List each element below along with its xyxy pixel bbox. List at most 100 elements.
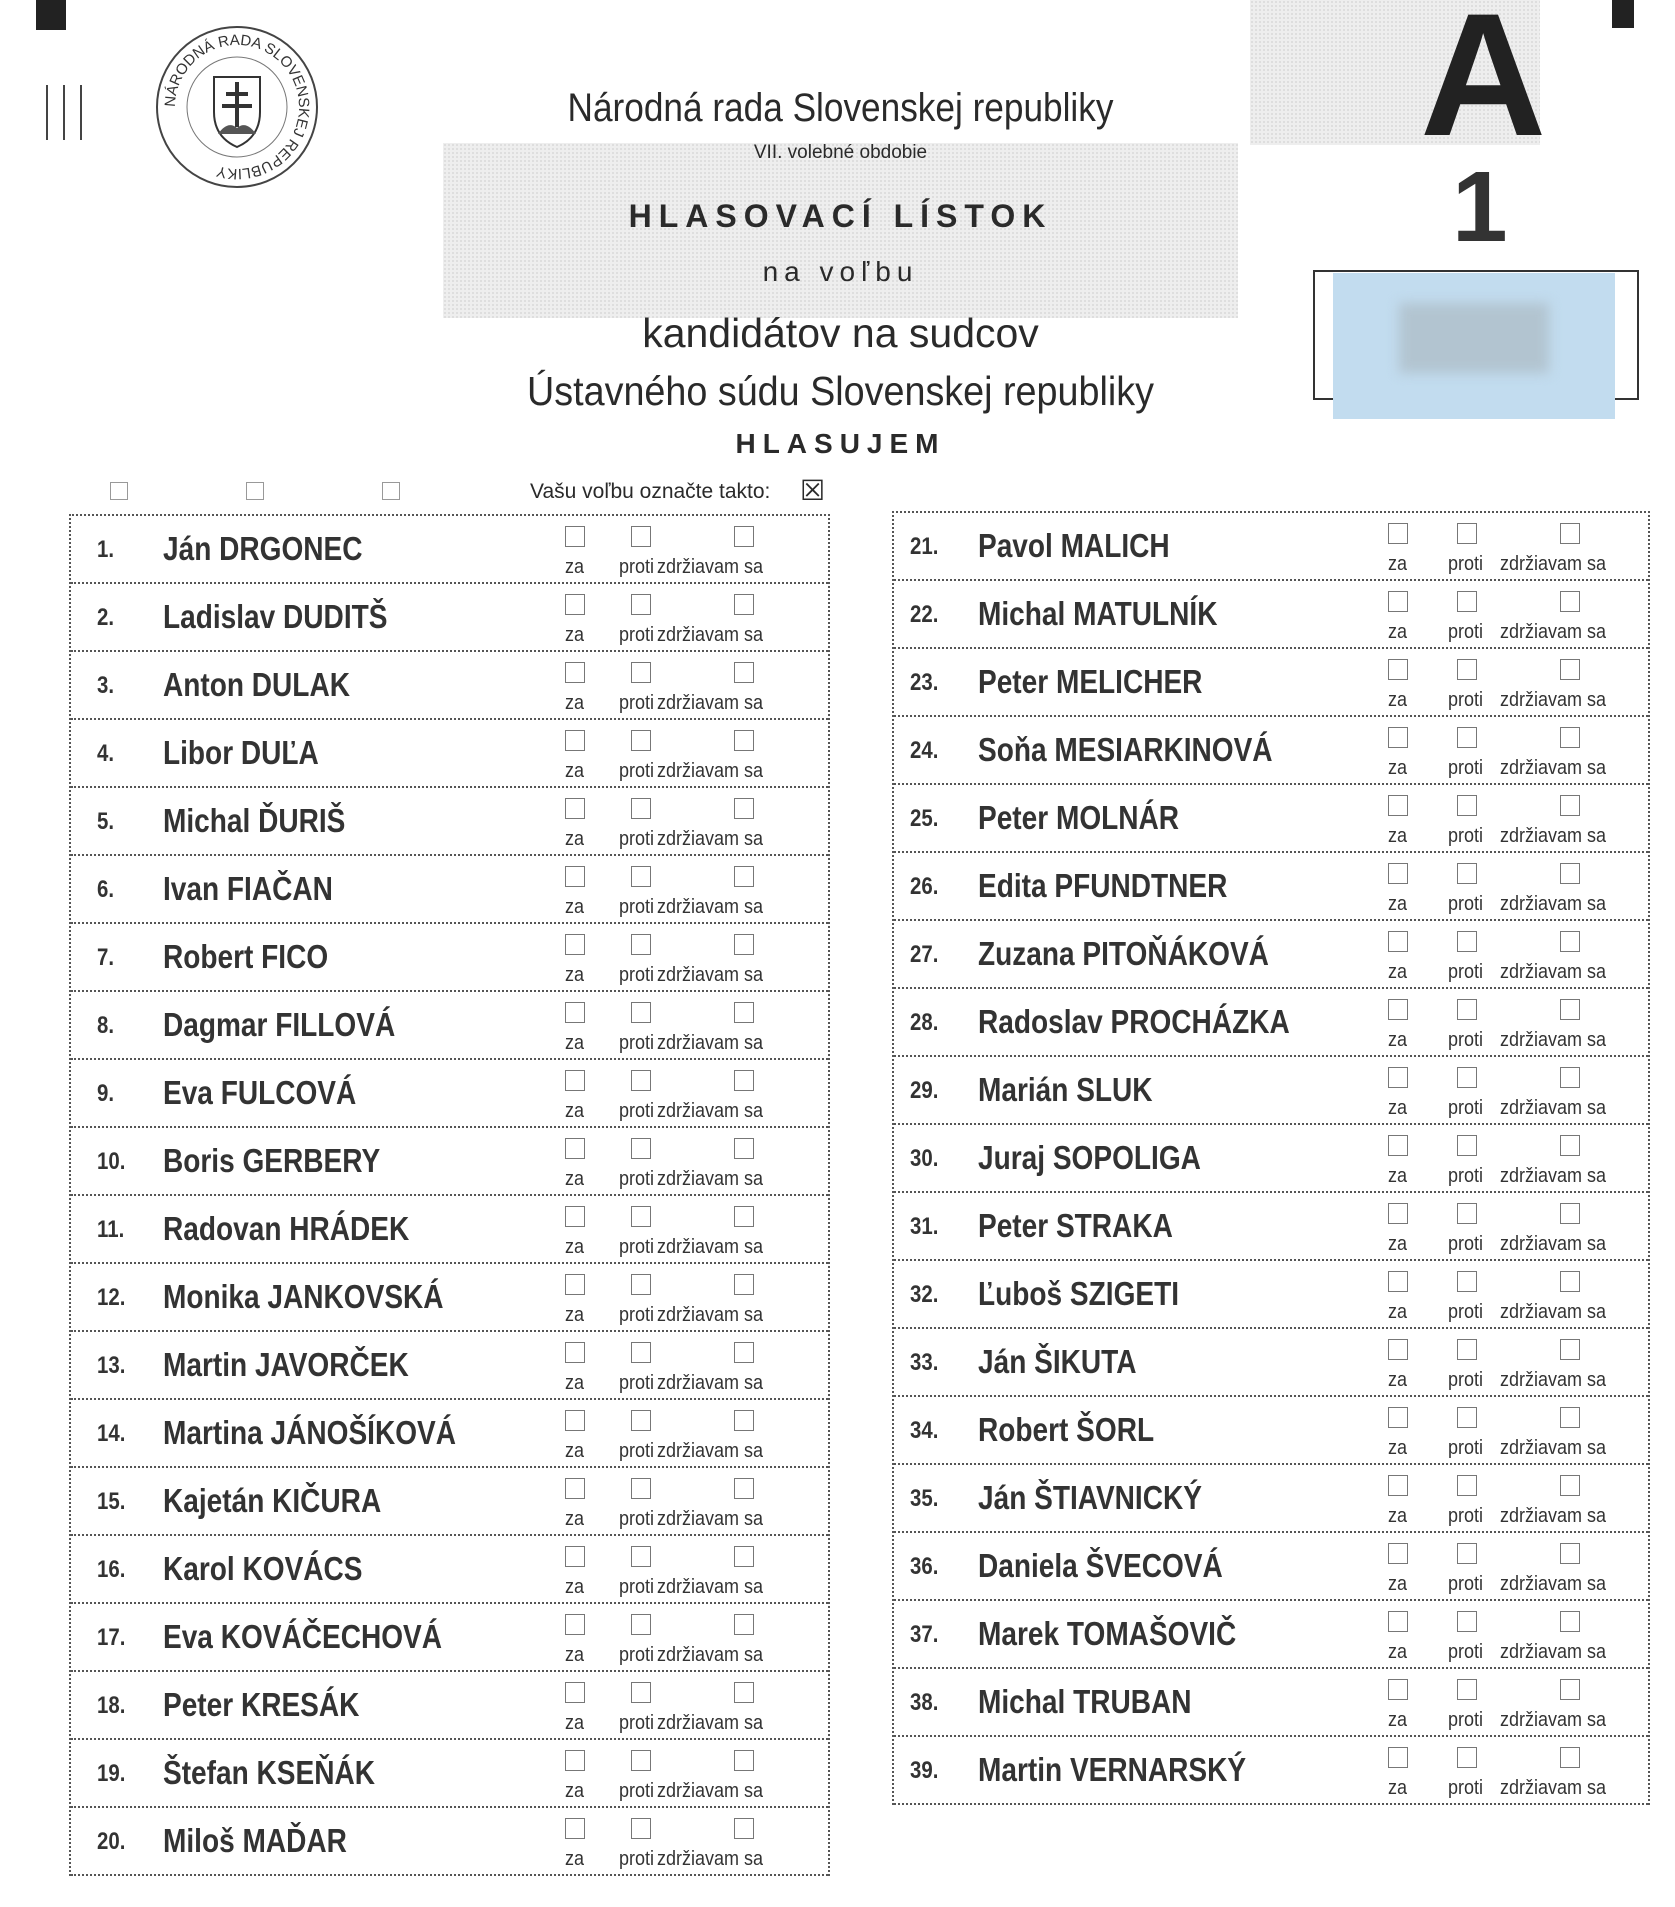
checkbox-za[interactable] <box>1388 1271 1408 1292</box>
checkbox-za[interactable] <box>565 1206 585 1227</box>
checkbox-zdržiavam-sa[interactable] <box>734 866 754 887</box>
checkbox-za[interactable] <box>1388 1203 1408 1224</box>
checkbox-za[interactable] <box>1388 1679 1408 1700</box>
checkbox-proti[interactable] <box>1457 1747 1477 1768</box>
checkbox-za[interactable] <box>565 662 585 683</box>
checkbox-zdržiavam-sa[interactable] <box>1560 659 1580 680</box>
checkbox-proti[interactable] <box>1457 1679 1477 1700</box>
checkbox-zdržiavam-sa[interactable] <box>734 1138 754 1159</box>
checkbox-zdržiavam-sa[interactable] <box>734 1002 754 1023</box>
checkbox-za[interactable] <box>565 934 585 955</box>
checkbox-za[interactable] <box>565 866 585 887</box>
checkbox-proti[interactable] <box>1457 1339 1477 1360</box>
checkbox-zdržiavam-sa[interactable] <box>734 526 754 547</box>
checkbox-zdržiavam-sa[interactable] <box>734 1206 754 1227</box>
checkbox-zdržiavam-sa[interactable] <box>734 662 754 683</box>
checkbox-proti[interactable] <box>631 1274 651 1295</box>
checkbox-zdržiavam-sa[interactable] <box>734 1546 754 1567</box>
checkbox-za[interactable] <box>565 1070 585 1091</box>
checkbox-proti[interactable] <box>1457 999 1477 1020</box>
checkbox-zdržiavam-sa[interactable] <box>1560 1339 1580 1360</box>
checkbox-zdržiavam-sa[interactable] <box>734 1342 754 1363</box>
checkbox-za[interactable] <box>1388 1339 1408 1360</box>
checkbox-za[interactable] <box>565 1750 585 1771</box>
checkbox-proti[interactable] <box>631 1070 651 1091</box>
checkbox-za[interactable] <box>565 526 585 547</box>
checkbox-proti[interactable] <box>1457 1611 1477 1632</box>
checkbox-proti[interactable] <box>631 1614 651 1635</box>
checkbox-zdržiavam-sa[interactable] <box>734 1410 754 1431</box>
checkbox-zdržiavam-sa[interactable] <box>1560 1475 1580 1496</box>
checkbox-za[interactable] <box>565 730 585 751</box>
checkbox-za[interactable] <box>1388 1475 1408 1496</box>
checkbox-zdržiavam-sa[interactable] <box>1560 931 1580 952</box>
checkbox-proti[interactable] <box>1457 1135 1477 1156</box>
checkbox-proti[interactable] <box>631 866 651 887</box>
checkbox-proti[interactable] <box>631 662 651 683</box>
checkbox-proti[interactable] <box>631 1206 651 1227</box>
checkbox-za[interactable] <box>1388 1747 1408 1768</box>
checkbox-za[interactable] <box>1388 1407 1408 1428</box>
checkbox-proti[interactable] <box>1457 1407 1477 1428</box>
checkbox-proti[interactable] <box>1457 591 1477 612</box>
checkbox-zdržiavam-sa[interactable] <box>1560 591 1580 612</box>
checkbox-proti[interactable] <box>1457 1475 1477 1496</box>
checkbox-zdržiavam-sa[interactable] <box>1560 1203 1580 1224</box>
checkbox-proti[interactable] <box>631 1818 651 1839</box>
checkbox-za[interactable] <box>1388 523 1408 544</box>
checkbox-proti[interactable] <box>1457 931 1477 952</box>
checkbox-za[interactable] <box>1388 1135 1408 1156</box>
checkbox-proti[interactable] <box>631 1546 651 1567</box>
checkbox-za[interactable] <box>1388 863 1408 884</box>
checkbox-za[interactable] <box>565 1410 585 1431</box>
checkbox-zdržiavam-sa[interactable] <box>1560 1407 1580 1428</box>
checkbox-proti[interactable] <box>631 526 651 547</box>
checkbox-zdržiavam-sa[interactable] <box>734 1274 754 1295</box>
checkbox-zdržiavam-sa[interactable] <box>1560 999 1580 1020</box>
checkbox-za[interactable] <box>565 1614 585 1635</box>
checkbox-zdržiavam-sa[interactable] <box>734 1614 754 1635</box>
checkbox-zdržiavam-sa[interactable] <box>1560 727 1580 748</box>
checkbox-za[interactable] <box>565 594 585 615</box>
checkbox-proti[interactable] <box>1457 1271 1477 1292</box>
checkbox-proti[interactable] <box>1457 523 1477 544</box>
checkbox-proti[interactable] <box>631 1410 651 1431</box>
checkbox-zdržiavam-sa[interactable] <box>734 1070 754 1091</box>
checkbox-zdržiavam-sa[interactable] <box>734 1818 754 1839</box>
checkbox-zdržiavam-sa[interactable] <box>734 1750 754 1771</box>
checkbox-za[interactable] <box>1388 1611 1408 1632</box>
checkbox-zdržiavam-sa[interactable] <box>734 798 754 819</box>
checkbox-proti[interactable] <box>1457 1203 1477 1224</box>
checkbox-proti[interactable] <box>631 1682 651 1703</box>
checkbox-zdržiavam-sa[interactable] <box>734 594 754 615</box>
checkbox-proti[interactable] <box>631 1342 651 1363</box>
checkbox-proti[interactable] <box>1457 727 1477 748</box>
checkbox-proti[interactable] <box>1457 1067 1477 1088</box>
checkbox-za[interactable] <box>1388 591 1408 612</box>
checkbox-za[interactable] <box>1388 795 1408 816</box>
checkbox-proti[interactable] <box>631 730 651 751</box>
checkbox-proti[interactable] <box>1457 659 1477 680</box>
checkbox-proti[interactable] <box>631 1138 651 1159</box>
checkbox-proti[interactable] <box>631 1002 651 1023</box>
checkbox-za[interactable] <box>565 1274 585 1295</box>
checkbox-zdržiavam-sa[interactable] <box>1560 1747 1580 1768</box>
checkbox-zdržiavam-sa[interactable] <box>734 1478 754 1499</box>
checkbox-zdržiavam-sa[interactable] <box>1560 1543 1580 1564</box>
checkbox-za[interactable] <box>565 1138 585 1159</box>
checkbox-proti[interactable] <box>631 798 651 819</box>
checkbox-zdržiavam-sa[interactable] <box>1560 1067 1580 1088</box>
checkbox-za[interactable] <box>565 1546 585 1567</box>
checkbox-proti[interactable] <box>631 934 651 955</box>
checkbox-zdržiavam-sa[interactable] <box>734 1682 754 1703</box>
checkbox-za[interactable] <box>565 1002 585 1023</box>
checkbox-za[interactable] <box>565 1342 585 1363</box>
checkbox-proti[interactable] <box>631 1478 651 1499</box>
checkbox-za[interactable] <box>1388 727 1408 748</box>
checkbox-proti[interactable] <box>1457 795 1477 816</box>
checkbox-zdržiavam-sa[interactable] <box>734 730 754 751</box>
checkbox-proti[interactable] <box>1457 1543 1477 1564</box>
checkbox-zdržiavam-sa[interactable] <box>1560 863 1580 884</box>
checkbox-zdržiavam-sa[interactable] <box>1560 1271 1580 1292</box>
checkbox-za[interactable] <box>565 798 585 819</box>
